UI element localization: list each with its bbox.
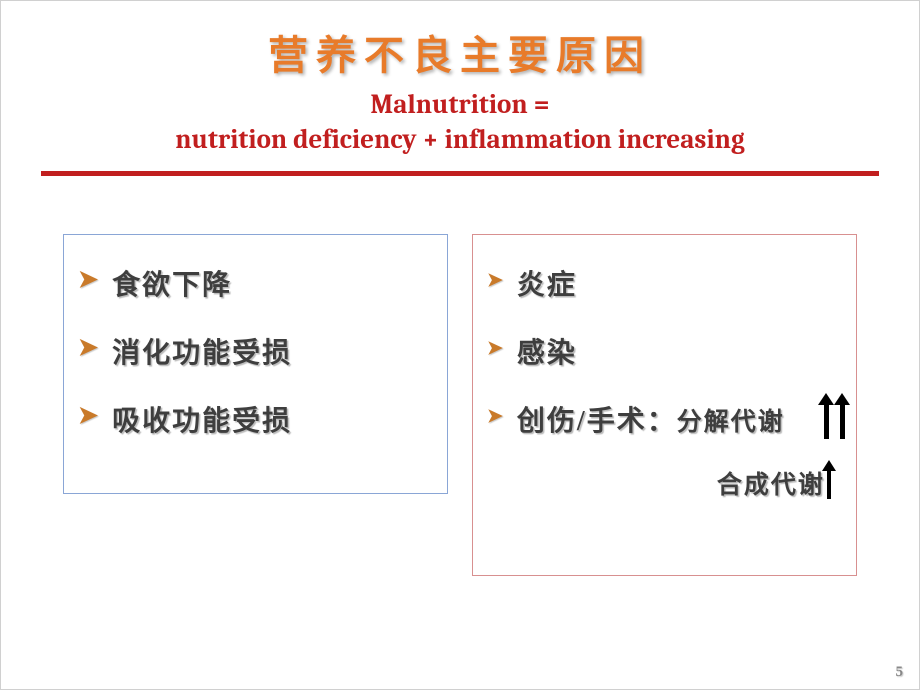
list-item: ➤ 创伤/手术：分解代谢 合成代谢 [487, 399, 842, 501]
list-item: ➤ 吸收功能受损 [78, 399, 433, 439]
item-text: 食欲下降 [112, 263, 232, 303]
content-boxes: ➤ 食欲下降 ➤ 消化功能受损 ➤ 吸收功能受损 ➤ 炎症 ➤ 感染 ➤ [63, 234, 857, 576]
list-item: ➤ 食欲下降 [78, 263, 433, 303]
up-arrow-icon [818, 393, 834, 439]
bullet-icon: ➤ [487, 406, 503, 429]
item-text: 感染 [517, 331, 577, 371]
item-text: 炎症 [517, 263, 577, 303]
list-item: ➤ 消化功能受损 [78, 331, 433, 371]
item-text: 创伤/手术：分解代谢 合成代谢 [517, 399, 825, 501]
list-item: ➤ 感染 [487, 331, 842, 371]
bullet-icon: ➤ [487, 270, 503, 293]
item3-main: 创伤/手术： [517, 406, 677, 437]
page-number: 5 [896, 664, 904, 681]
right-box: ➤ 炎症 ➤ 感染 ➤ 创伤/手术：分解代谢 合成代谢 [472, 234, 857, 576]
subtitle-english: Malnutrition = nutrition deficiency + in… [1, 87, 919, 157]
up-arrow-icon [834, 393, 850, 439]
slide: 营养不良主要原因 Malnutrition = nutrition defici… [0, 0, 920, 690]
item-text: 吸收功能受损 [112, 399, 292, 439]
divider-line [41, 171, 879, 176]
item-text: 消化功能受损 [112, 331, 292, 371]
bullet-icon: ➤ [487, 338, 503, 361]
bullet-icon: ➤ [78, 334, 98, 363]
subtitle-line2: nutrition deficiency + inflammation incr… [175, 124, 744, 155]
subtitle-line1: Malnutrition = [370, 89, 549, 120]
bullet-icon: ➤ [78, 266, 98, 295]
item3-sub2: 合成代谢 [717, 465, 825, 501]
list-item: ➤ 炎症 [487, 263, 842, 303]
up-arrow-icon [822, 460, 836, 499]
bullet-icon: ➤ [78, 402, 98, 431]
single-up-arrow [822, 460, 836, 504]
left-box: ➤ 食欲下降 ➤ 消化功能受损 ➤ 吸收功能受损 [63, 234, 448, 494]
title-chinese: 营养不良主要原因 [1, 23, 919, 81]
item3-sub1: 分解代谢 [677, 409, 785, 436]
double-up-arrows [818, 393, 850, 439]
